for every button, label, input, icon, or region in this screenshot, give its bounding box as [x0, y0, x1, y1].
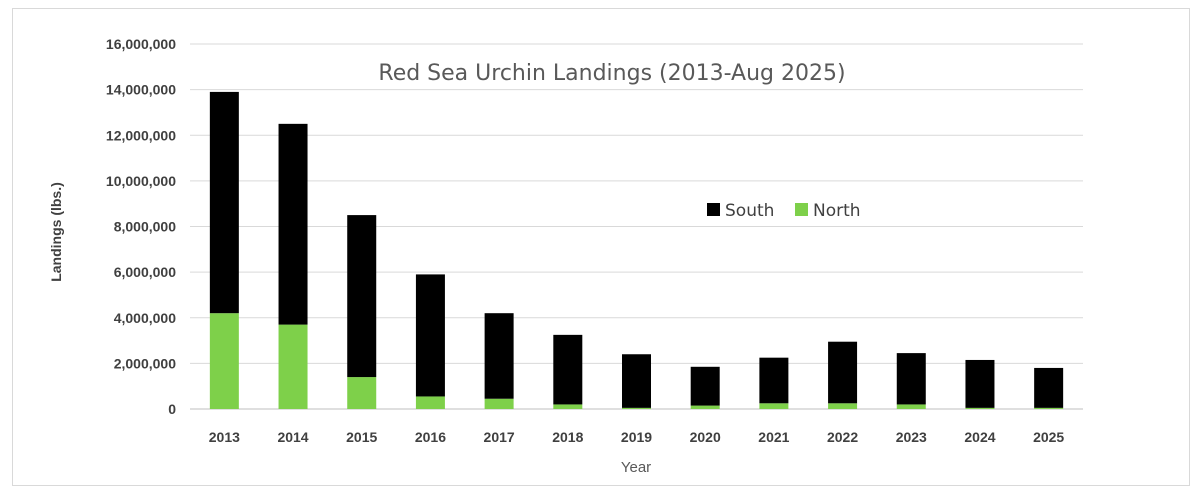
legend-swatch-north [795, 203, 808, 216]
legend-label-south: South [725, 201, 774, 221]
bar-south-2020 [690, 366, 720, 406]
x-tick-label: 2022 [827, 429, 858, 445]
bar-south-2023 [896, 353, 926, 405]
x-tick-label: 2023 [896, 429, 927, 445]
y-tick-label: 14,000,000 [106, 82, 176, 98]
bar-south-2022 [828, 341, 858, 404]
bar-north-2014 [278, 324, 308, 409]
x-tick-label: 2019 [621, 429, 652, 445]
bars [209, 91, 1064, 409]
y-tick-label: 0 [168, 401, 176, 417]
bar-south-2024 [965, 359, 995, 408]
bar-north-2019 [622, 407, 651, 409]
gridlines [190, 43, 1083, 410]
x-tick-label: 2018 [552, 429, 583, 445]
x-axis-ticks: 2013 2014 2015 2016 2017 2018 2019 2020 2021 2022… [209, 429, 1065, 445]
y-tick-label: 6,000,000 [114, 264, 176, 280]
bar-south-2014 [278, 123, 308, 325]
bar-north-2025 [1034, 407, 1064, 409]
x-axis-title: Year [621, 459, 651, 476]
y-axis-ticks: 0 2,000,000 4,000,000 6,000,000 8,000,000 10,… [106, 36, 176, 417]
x-tick-label: 2016 [415, 429, 446, 445]
legend-swatch-south [707, 203, 720, 216]
x-tick-label: 2020 [690, 429, 721, 445]
y-tick-label: 2,000,000 [114, 355, 176, 371]
y-axis-title: Landings (lbs.) [48, 182, 64, 282]
x-tick-label: 2017 [484, 429, 515, 445]
bar-south-2021 [759, 357, 789, 404]
legend: South North [707, 201, 861, 221]
bar-south-2013 [209, 91, 239, 314]
y-tick-label: 12,000,000 [106, 127, 176, 143]
y-tick-label: 10,000,000 [106, 173, 176, 189]
chart-title: Red Sea Urchin Landings (2013-Aug 2025) [378, 61, 845, 86]
x-tick-label: 2021 [758, 429, 789, 445]
bar-south-2017 [484, 313, 514, 399]
y-tick-label: 8,000,000 [114, 219, 176, 235]
bar-south-2025 [1034, 367, 1064, 408]
bar-north-2023 [896, 404, 926, 409]
bar-south-2019 [622, 354, 651, 408]
x-tick-label: 2015 [346, 429, 377, 445]
x-tick-label: 2024 [964, 429, 995, 445]
bar-north-2015 [347, 377, 377, 409]
bar-south-2015 [347, 215, 377, 378]
bar-north-2018 [553, 404, 583, 409]
legend-label-north: North [813, 201, 861, 221]
bar-north-2016 [415, 396, 445, 409]
bar-south-2016 [415, 274, 445, 397]
x-tick-label: 2013 [209, 429, 240, 445]
bar-north-2024 [965, 407, 995, 409]
bar-north-2021 [759, 403, 789, 409]
bar-north-2013 [209, 313, 239, 409]
bar-north-2022 [828, 403, 858, 409]
bar-north-2017 [484, 398, 514, 409]
x-tick-label: 2025 [1033, 429, 1064, 445]
bar-north-2020 [690, 405, 720, 409]
y-tick-label: 16,000,000 [106, 36, 176, 52]
x-tick-label: 2014 [277, 429, 308, 445]
y-tick-label: 4,000,000 [114, 310, 176, 326]
bar-south-2018 [553, 334, 583, 405]
